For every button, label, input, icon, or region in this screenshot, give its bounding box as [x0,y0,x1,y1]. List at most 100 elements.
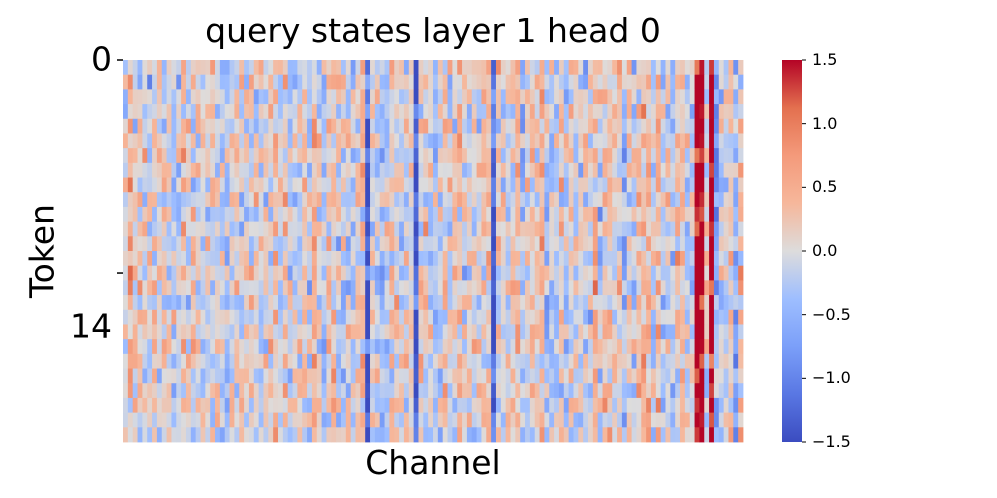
heatmap-cell [219,192,226,208]
heatmap-cell [287,383,293,399]
heatmap-cell [573,104,579,120]
heatmap-cell [340,251,347,267]
heatmap-cell [713,162,720,178]
heatmap-cell [219,118,226,134]
heatmap-cell [350,353,356,369]
heatmap-cell [515,280,521,296]
heatmap-cell [399,236,405,252]
heatmap-cell [573,339,579,355]
heatmap-cell [597,280,603,296]
heatmap-cell [505,353,511,369]
heatmap-cell [554,353,560,369]
heatmap-cell [355,309,361,325]
heatmap-cell [152,295,158,311]
heatmap-cell [355,162,361,178]
heatmap-cell [650,60,657,76]
heatmap-cell [689,74,695,90]
heatmap-cell [263,133,269,149]
heatmap-cell [655,60,662,76]
heatmap-cell [641,60,647,76]
heatmap-cell [442,133,448,149]
heatmap-cell [466,265,473,281]
heatmap-cell [166,104,172,120]
heatmap-cell [437,133,444,149]
heatmap-cell [123,383,129,399]
heatmap-cell [166,74,172,90]
heatmap-cell [336,236,342,252]
heatmap-cell [418,251,424,267]
heatmap-cell [626,383,632,399]
heatmap-cell [190,295,197,311]
heatmap-cell [287,280,293,296]
heatmap-cell [539,206,545,223]
heatmap-cell [384,177,390,193]
heatmap-cell [505,118,511,134]
heatmap-cell [161,368,167,384]
heatmap-cell [723,383,729,399]
heatmap-cell [675,177,681,193]
heatmap-cell [466,60,473,76]
heatmap-cell [195,206,201,223]
heatmap-cell [709,148,715,164]
heatmap-cell [694,309,700,325]
heatmap-cell [631,368,637,384]
colorbar-tick-label: 0.5 [812,177,838,197]
heatmap-cell [738,118,744,134]
heatmap-cell [127,383,134,399]
heatmap-cell [568,324,574,340]
heatmap-cell [592,236,599,252]
heatmap-cell [331,192,337,208]
heatmap-cell [636,148,642,164]
heatmap-cell [568,60,574,76]
heatmap-cell [738,427,744,443]
heatmap-cell [655,309,662,325]
heatmap-cell [239,280,245,296]
heatmap-cell [529,89,536,105]
heatmap-cell [326,133,332,149]
heatmap-cell [704,309,710,325]
heatmap-cell [234,280,240,296]
heatmap-cell [331,162,337,178]
heatmap-cell [495,324,502,340]
heatmap-cell [728,265,734,281]
heatmap-cell [350,192,356,208]
heatmap-cell [433,177,439,193]
heatmap-cell [694,280,700,296]
heatmap-cell [200,309,206,325]
heatmap-cell [418,295,424,311]
heatmap-cell [563,251,570,267]
heatmap-cell [650,221,657,237]
heatmap-cell [617,397,623,414]
heatmap-cell [311,192,318,208]
heatmap-cell [384,280,390,296]
heatmap-cell [694,251,700,267]
heatmap-cell [127,89,134,105]
heatmap-cell [142,74,148,90]
heatmap-cell [176,177,182,193]
heatmap-cell [428,295,434,311]
heatmap-cell [176,427,182,443]
heatmap-cell [205,118,211,134]
heatmap-cell [244,265,250,281]
heatmap-cell [665,295,671,311]
heatmap-cell [176,383,182,399]
heatmap-cell [215,309,221,325]
heatmap-cell [689,251,695,267]
heatmap-cell [408,60,415,76]
heatmap-cell [544,295,550,311]
heatmap-cell [675,104,681,120]
heatmap-cell [597,133,603,149]
heatmap-cell [229,236,235,252]
heatmap-cell [365,295,371,311]
heatmap-cell [665,309,671,325]
heatmap-cell [360,427,366,443]
heatmap-cell [258,192,264,208]
heatmap-cell [321,148,327,164]
heatmap-cell [704,89,710,105]
heatmap-cell [597,74,603,90]
heatmap-cell [525,221,531,237]
heatmap-cell [510,162,516,178]
heatmap-cell [408,221,415,237]
heatmap-cell [583,236,589,252]
heatmap-cell [699,412,705,428]
